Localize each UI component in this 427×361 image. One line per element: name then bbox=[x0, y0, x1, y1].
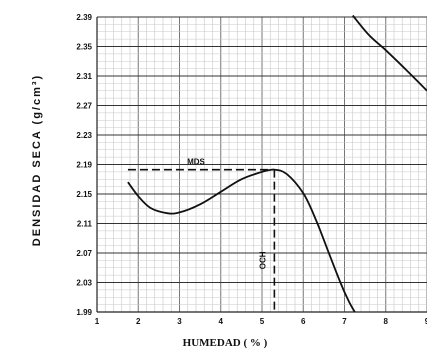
x-tick-label: 8 bbox=[384, 317, 389, 326]
och-label: OCH bbox=[258, 251, 267, 269]
x-tick-label: 4 bbox=[219, 317, 224, 326]
mds-label: MDS bbox=[187, 158, 205, 167]
series-layer bbox=[127, 14, 427, 313]
x-tick-label: 5 bbox=[260, 317, 265, 326]
y-tick-label: 2.07 bbox=[76, 249, 92, 258]
x-tick-label: 3 bbox=[177, 317, 182, 326]
y-tick-label: 2.27 bbox=[76, 102, 92, 111]
y-tick-label: 2.19 bbox=[76, 161, 92, 170]
y-tick-label: 2.23 bbox=[76, 131, 92, 140]
grid bbox=[96, 16, 427, 313]
x-tick-label: 2 bbox=[136, 317, 141, 326]
x-axis-label: HUMEDAD ( % ) bbox=[183, 337, 268, 349]
saturation-curve bbox=[352, 14, 427, 92]
y-tick-label: 2.39 bbox=[76, 13, 92, 22]
y-tick-label: 2.35 bbox=[76, 43, 92, 52]
y-tick-label: 2.11 bbox=[77, 220, 93, 229]
y-tick-label: 1.99 bbox=[76, 308, 92, 317]
y-tick-label: 2.15 bbox=[76, 190, 92, 199]
x-tick-label: 6 bbox=[301, 317, 306, 326]
y-tick-label: 2.31 bbox=[76, 72, 92, 81]
tick-labels: 1 2 3 4 5 6 7 8 9 1.99 2.03 2.07 2.11 2.15 2.19 2.23 2.2… bbox=[76, 13, 427, 326]
x-tick-label: 1 bbox=[95, 317, 100, 326]
x-tick-label: 7 bbox=[342, 317, 347, 326]
y-axis-label: DENSIDAD SECA (g/cm³) bbox=[31, 74, 43, 246]
annotation-layer: MDS OCH bbox=[127, 158, 276, 312]
compaction-curve bbox=[127, 168, 356, 313]
x-tick-label: 9 bbox=[425, 317, 427, 326]
y-tick-label: 2.03 bbox=[76, 279, 92, 288]
